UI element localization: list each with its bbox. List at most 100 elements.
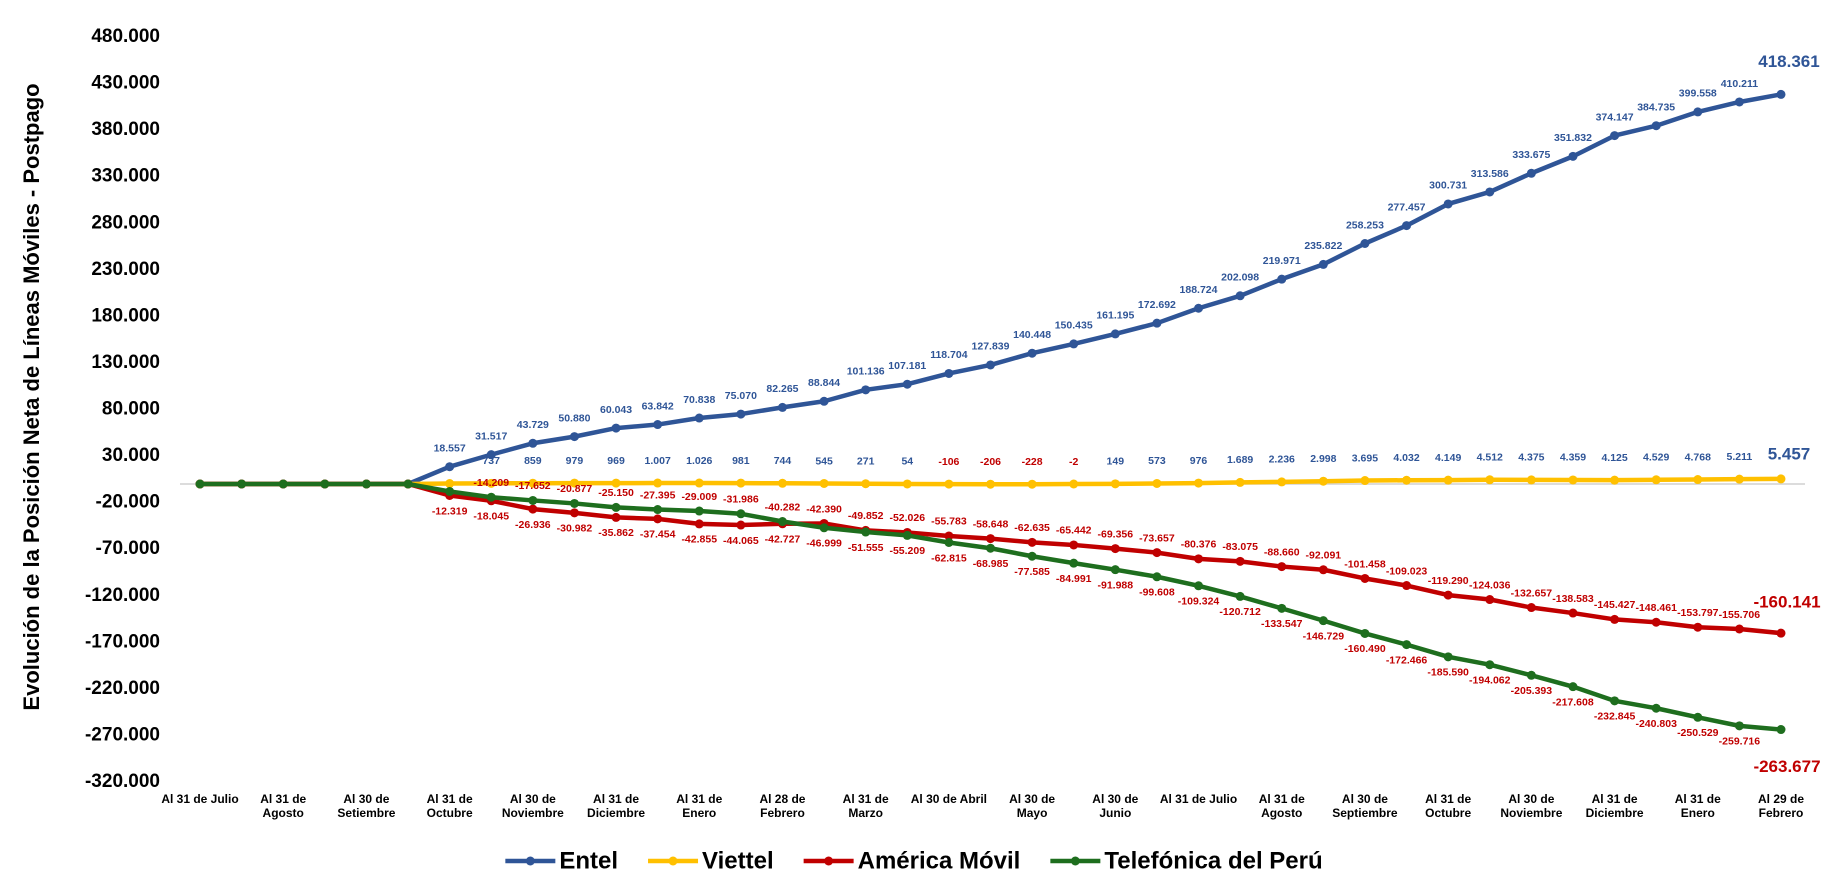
y-tick-label: -70.000 [96, 538, 160, 559]
data-label: -194.062 [1469, 675, 1511, 687]
data-label: 545 [815, 455, 833, 467]
data-label: -42.390 [806, 503, 842, 515]
y-tick-label: -270.000 [85, 724, 160, 745]
data-label: -205.393 [1511, 685, 1553, 697]
data-label: 859 [524, 455, 542, 467]
data-label: -232.845 [1594, 711, 1636, 723]
data-point [819, 478, 829, 488]
data-label: 31.517 [475, 430, 507, 442]
y-tick-label: 180.000 [91, 305, 160, 326]
data-point [1610, 614, 1620, 624]
data-label: -17.652 [515, 480, 551, 492]
data-point [1318, 259, 1328, 269]
data-label: -109.324 [1178, 596, 1220, 608]
data-label: -133.547 [1261, 618, 1303, 630]
x-tick-label: Al 31 de Agosto [260, 792, 307, 820]
data-point [1027, 537, 1037, 547]
data-point [902, 530, 912, 540]
data-label: -40.282 [765, 501, 801, 513]
x-tick-label: Al 30 de Septiembre [1332, 792, 1398, 820]
data-point [611, 423, 621, 433]
data-label: -172.466 [1386, 654, 1428, 666]
x-tick-label: Al 30 de Noviembre [1500, 792, 1563, 820]
data-point [528, 495, 538, 505]
data-point [944, 537, 954, 547]
x-tick-label: Al 31 de Enero [676, 792, 723, 820]
x-tick-label: Al 31 de Diciembre [1585, 792, 1644, 820]
data-point [1693, 475, 1703, 485]
data-point [486, 478, 496, 488]
x-tick-label: Al 31 de Julio [1159, 792, 1238, 806]
data-point [1277, 274, 1287, 284]
data-point [694, 519, 704, 529]
data-label: -124.036 [1469, 579, 1511, 591]
data-point [1235, 556, 1245, 566]
data-label: -99.608 [1139, 587, 1175, 599]
data-label: -217.608 [1552, 696, 1594, 708]
data-label: -35.862 [598, 527, 634, 539]
x-tick-label: Al 31 de Enero [1674, 792, 1721, 820]
legend-label: América Móvil [858, 847, 1021, 873]
data-point [569, 478, 579, 488]
data-point [569, 432, 579, 442]
data-point [1485, 595, 1495, 605]
data-point [569, 508, 579, 518]
data-label: 54 [901, 456, 913, 468]
data-label: -55.209 [889, 545, 925, 557]
data-label: -14.209 [473, 477, 509, 489]
data-label: -2 [1069, 456, 1078, 468]
legend-marker [1070, 856, 1080, 866]
data-point [1110, 329, 1120, 339]
data-point [694, 506, 704, 516]
data-point [819, 523, 829, 533]
data-label: -26.936 [515, 519, 551, 531]
y-tick-label: 80.000 [102, 399, 160, 420]
x-tick-label: Al 30 de Setiembre [337, 792, 396, 820]
data-point [1443, 590, 1453, 600]
data-point [1693, 107, 1703, 117]
y-tick-label: -170.000 [85, 631, 160, 652]
data-point [1734, 474, 1744, 484]
data-point [1110, 479, 1120, 489]
data-point [1734, 624, 1744, 634]
data-label: -259.716 [1719, 736, 1761, 748]
data-label: -84.991 [1056, 573, 1092, 585]
data-label: -51.555 [848, 542, 884, 554]
y-tick-label: 230.000 [91, 259, 160, 280]
data-label: -120.712 [1219, 606, 1261, 618]
data-point [1610, 696, 1620, 706]
data-point [1027, 551, 1037, 561]
data-point [986, 534, 995, 544]
data-label: 127.839 [972, 341, 1010, 353]
data-label: -44.065 [723, 535, 759, 547]
data-point [1485, 475, 1495, 485]
y-tick-label: 280.000 [91, 212, 160, 233]
legend-marker [525, 856, 535, 866]
data-label: -69.356 [1098, 528, 1134, 540]
x-tick-label: Al 30 de Junio [1092, 792, 1139, 820]
data-point [403, 479, 413, 489]
data-label: -109.023 [1386, 565, 1428, 577]
legend: Entel Viettel América Móvil Telefónica del … [505, 847, 1323, 873]
data-label: 333.675 [1512, 149, 1550, 161]
data-point [361, 479, 371, 489]
data-point [1443, 475, 1453, 485]
data-label: 70.838 [683, 394, 715, 406]
data-label: -263.677 [1753, 757, 1820, 776]
data-label: 101.136 [847, 366, 885, 378]
data-label: 82.265 [766, 383, 798, 395]
data-label: 235.822 [1304, 240, 1342, 252]
y-tick-label: 30.000 [102, 445, 160, 466]
data-point [777, 402, 787, 412]
data-label: -160.141 [1753, 593, 1820, 612]
data-point [1152, 318, 1162, 328]
data-point [1526, 475, 1536, 485]
data-label: 149 [1107, 456, 1125, 468]
data-label: -62.815 [931, 552, 967, 564]
data-point [986, 479, 995, 489]
data-label: 969 [607, 455, 625, 467]
data-label: 374.147 [1596, 111, 1634, 123]
data-point [1526, 603, 1536, 613]
x-tick-label: Al 31 de Agosto [1258, 792, 1305, 820]
